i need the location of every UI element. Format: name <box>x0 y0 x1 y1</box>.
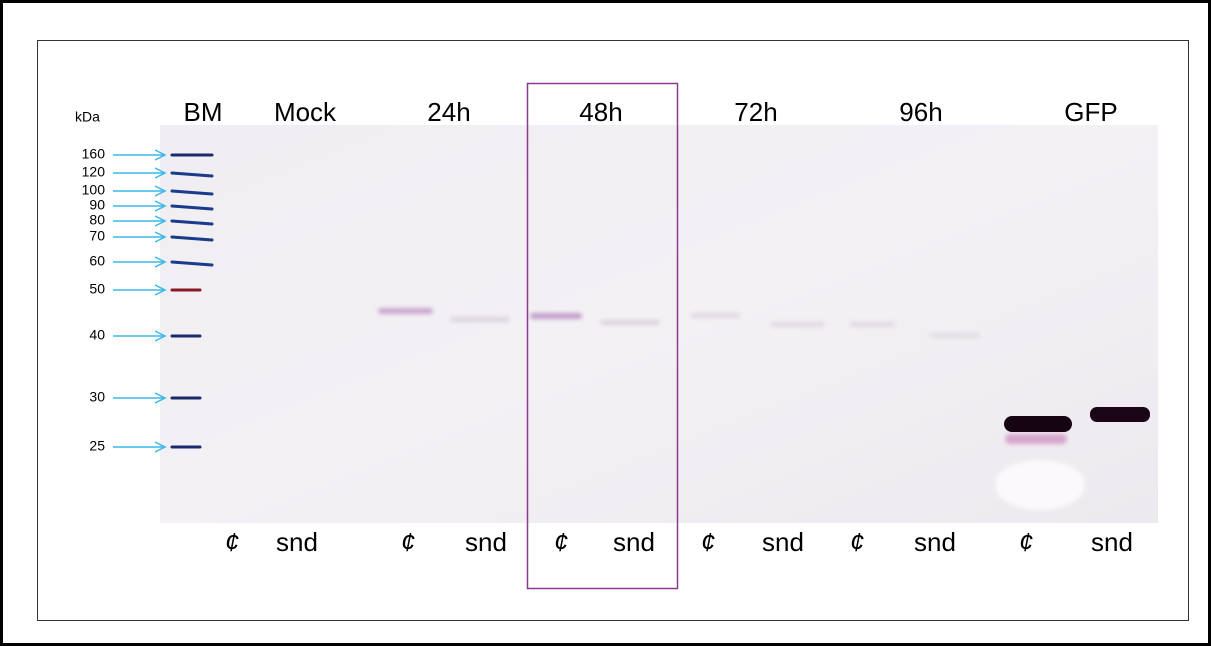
band <box>770 322 825 327</box>
figure: kDa 160 120 100908070 60 50 40 30 25 BM Mock 24h 48… <box>0 0 1211 646</box>
lane-label: ¢ <box>850 527 864 557</box>
band <box>690 313 740 318</box>
marker-label: 25 <box>89 438 105 454</box>
marker-unit: kDa <box>75 109 100 125</box>
lane-header: 96h <box>899 97 942 127</box>
lane-label: snd <box>914 527 956 557</box>
marker-label: 80 <box>89 212 105 228</box>
gfp-band <box>1090 407 1150 422</box>
band <box>600 320 660 325</box>
gfp-band <box>1004 416 1072 432</box>
lane-label: ¢ <box>401 527 415 557</box>
band <box>450 317 510 322</box>
lane-header: Mock <box>274 97 337 127</box>
band <box>850 322 895 327</box>
lane-label: snd <box>762 527 804 557</box>
lane-header: 72h <box>734 97 777 127</box>
band <box>378 308 433 314</box>
lane-label: ¢ <box>1019 527 1033 557</box>
lane-label: ¢ <box>225 527 239 557</box>
marker-label: 50 <box>89 281 105 297</box>
lane-label: ¢ <box>554 527 568 557</box>
band <box>1005 434 1067 444</box>
lane-header: 24h <box>427 97 470 127</box>
marker-label: 100 <box>82 182 106 198</box>
lane-label: snd <box>1091 527 1133 557</box>
marker-label: 160 <box>82 146 106 162</box>
lane-label: snd <box>465 527 507 557</box>
marker-label: 90 <box>89 197 105 213</box>
smear <box>995 460 1085 510</box>
band <box>930 333 980 338</box>
lane-header: BM <box>184 97 223 127</box>
lane-label: snd <box>613 527 655 557</box>
marker-label: 60 <box>89 253 105 269</box>
lane-header: 48h <box>579 97 622 127</box>
marker-label: 30 <box>89 389 105 405</box>
lane-label: ¢ <box>701 527 715 557</box>
lane-header: GFP <box>1064 97 1117 127</box>
marker-label: 70 <box>89 228 105 244</box>
band <box>530 313 582 319</box>
marker-label: 40 <box>89 327 105 343</box>
lane-label: snd <box>276 527 318 557</box>
marker-label: 120 <box>82 164 106 180</box>
